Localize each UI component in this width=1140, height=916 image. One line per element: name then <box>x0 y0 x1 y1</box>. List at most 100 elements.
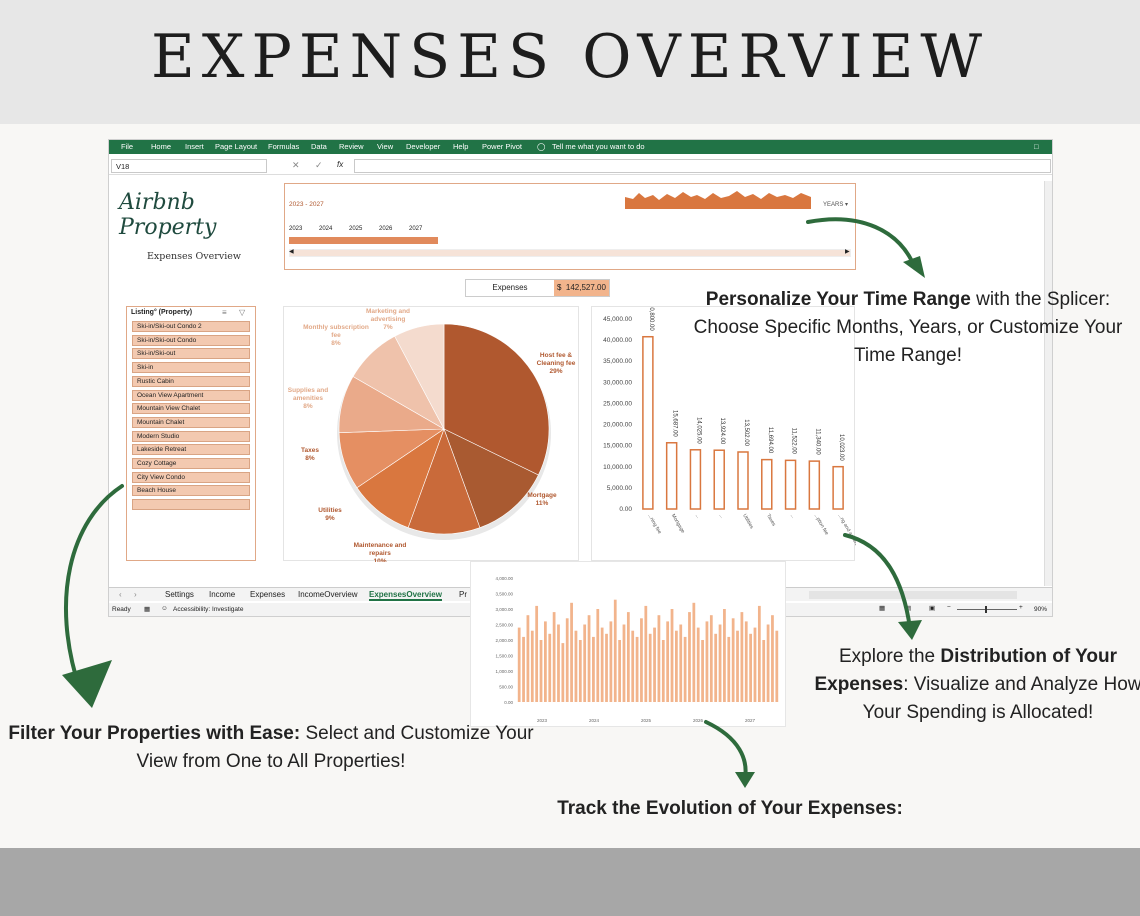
trend-bar[interactable] <box>753 627 757 702</box>
timeline-year-2024[interactable]: 2024 <box>319 226 333 232</box>
trend-bar[interactable] <box>705 621 709 702</box>
trend-bar[interactable] <box>548 633 552 702</box>
cancel-icon[interactable]: ✕ <box>292 160 300 170</box>
slicer-item[interactable] <box>132 499 250 511</box>
trend-bar[interactable] <box>587 615 591 702</box>
timeline-year-2027[interactable]: 2027 <box>409 226 423 232</box>
timeline-unit-dropdown[interactable]: YEARS ▾ <box>823 202 849 208</box>
trend-bar[interactable] <box>757 605 761 702</box>
bar[interactable] <box>642 335 654 510</box>
check-icon[interactable]: ✓ <box>315 160 323 170</box>
trend-bar[interactable] <box>744 621 748 702</box>
trend-bar[interactable] <box>644 605 648 702</box>
timeline-year-2025[interactable]: 2025 <box>349 226 363 232</box>
tab-income-overview[interactable]: IncomeOverview <box>298 590 358 599</box>
tab-page-layout[interactable]: Page Layout <box>215 142 258 151</box>
slicer-item[interactable]: City View Condo <box>132 471 250 483</box>
fx-button[interactable]: fx <box>337 160 344 169</box>
trend-bar[interactable] <box>557 624 560 703</box>
trend-bar[interactable] <box>696 627 700 702</box>
trend-bar[interactable] <box>592 636 595 702</box>
trend-bar[interactable] <box>605 633 608 702</box>
scroll-right-icon[interactable]: ▶ <box>845 249 850 255</box>
horizontal-scrollbar[interactable] <box>809 591 1017 599</box>
timeline-year-2023[interactable]: 2023 <box>289 226 303 232</box>
comments-icon[interactable]: □ <box>1034 142 1039 151</box>
slicer-item[interactable]: Ski-in/Ski-out Condo <box>132 334 250 346</box>
tab-view[interactable]: View <box>377 142 394 151</box>
trend-bar[interactable] <box>626 612 630 702</box>
slicer-item[interactable]: Ski-in/Ski-out Condo 2 <box>132 321 250 332</box>
trend-bar[interactable] <box>609 621 613 702</box>
slicer-item[interactable]: Lakeside Retreat <box>132 444 250 456</box>
pie-slice[interactable] <box>443 428 539 529</box>
multiselect-icon[interactable]: ≡ <box>222 308 227 317</box>
trend-bar[interactable] <box>740 612 744 702</box>
trend-bar[interactable] <box>670 609 674 702</box>
trend-bar[interactable] <box>749 633 752 702</box>
trend-bar[interactable] <box>552 612 556 702</box>
tab-file[interactable]: File <box>121 142 134 151</box>
trend-bar[interactable] <box>683 636 687 702</box>
bar[interactable] <box>808 460 821 510</box>
timeline-selection-bar[interactable] <box>289 237 438 244</box>
status-accessibility[interactable]: Accessibility: Investigate <box>173 606 244 613</box>
trend-bar[interactable] <box>675 630 678 702</box>
bar[interactable] <box>689 449 702 510</box>
slicer-item[interactable]: Rustic Cabin <box>132 375 250 387</box>
bar[interactable] <box>737 451 749 510</box>
trend-bar[interactable] <box>517 627 521 702</box>
trend-bar[interactable] <box>613 599 617 702</box>
tell-me-search[interactable]: Tell me what you want to do <box>552 142 645 151</box>
trend-bar[interactable] <box>522 636 525 702</box>
bar[interactable] <box>784 459 797 510</box>
slicer-item[interactable]: Ski-in <box>132 362 250 374</box>
trend-bar[interactable] <box>565 618 569 702</box>
formula-input[interactable] <box>354 159 1051 173</box>
macro-icon[interactable]: ▦ <box>144 606 151 613</box>
normal-view-icon[interactable]: ▦ <box>879 605 886 612</box>
bar[interactable] <box>761 458 773 510</box>
trend-bar[interactable] <box>574 630 578 702</box>
trend-bar[interactable] <box>714 633 718 702</box>
trend-bar[interactable] <box>718 624 722 703</box>
trend-bar[interactable] <box>653 627 656 702</box>
trend-bar[interactable] <box>526 615 530 702</box>
pie-slice[interactable] <box>443 323 550 476</box>
trend-bar[interactable] <box>640 618 643 702</box>
tab-help[interactable]: Help <box>453 142 469 151</box>
trend-bar[interactable] <box>539 640 543 702</box>
tab-income[interactable]: Income <box>209 590 236 599</box>
trend-bar[interactable] <box>596 609 600 702</box>
trend-bar[interactable] <box>679 624 683 703</box>
tab-insert[interactable]: Insert <box>185 142 204 151</box>
tab-developer[interactable]: Developer <box>406 142 441 151</box>
trend-bar[interactable] <box>578 640 582 702</box>
trend-bar[interactable] <box>771 615 774 702</box>
page-break-view-icon[interactable]: ▣ <box>929 605 936 612</box>
trend-bar[interactable] <box>570 602 573 702</box>
scroll-left-icon[interactable]: ◀ <box>289 249 294 255</box>
name-box[interactable]: V18 <box>111 159 267 173</box>
trend-bar[interactable] <box>736 630 739 702</box>
tab-expenses-overview[interactable]: ExpensesOverview <box>369 590 442 601</box>
trend-bar[interactable] <box>688 612 691 702</box>
slicer-item[interactable]: Ocean View Apartment <box>132 389 250 401</box>
prev-sheet-icon[interactable]: ‹ <box>119 590 122 599</box>
trend-bar[interactable] <box>622 624 626 703</box>
next-sheet-icon[interactable]: › <box>134 590 137 599</box>
zoom-out-icon[interactable]: − <box>947 604 951 611</box>
slicer-item[interactable]: Mountain View Chalet <box>132 403 250 415</box>
trend-bar[interactable] <box>727 636 731 702</box>
tab-review[interactable]: Review <box>339 142 364 151</box>
tab-settings[interactable]: Settings <box>165 590 194 599</box>
trend-bar[interactable] <box>762 640 766 702</box>
timeline-slicer[interactable]: 2023 - 2027 YEARS ▾ 2023 2024 2025 2026 … <box>284 183 856 270</box>
zoom-level[interactable]: 90% <box>1034 606 1048 613</box>
trend-bar[interactable] <box>631 630 635 702</box>
trend-bar[interactable] <box>648 633 652 702</box>
trend-bar[interactable] <box>661 640 665 702</box>
tab-home[interactable]: Home <box>151 142 172 151</box>
trend-bar[interactable] <box>775 630 779 702</box>
trend-bar[interactable] <box>583 624 587 703</box>
